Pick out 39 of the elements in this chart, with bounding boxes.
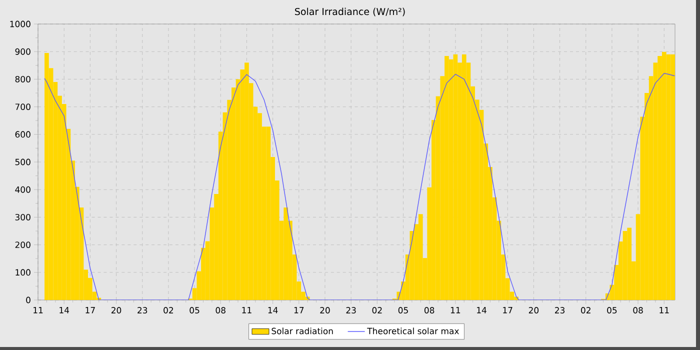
x-tick-label: 02 xyxy=(372,307,382,314)
x-tick-label: 23 xyxy=(555,307,565,314)
y-tick-label: 400 xyxy=(15,186,30,193)
y-tick-label: 600 xyxy=(15,131,30,138)
y-tick-label: 900 xyxy=(15,48,30,55)
x-tick-label: 11 xyxy=(242,307,252,314)
x-tick-label: 05 xyxy=(398,307,408,314)
x-tick-label: 05 xyxy=(190,307,200,314)
y-tick-label: 0 xyxy=(26,296,30,304)
x-tick-label: 11 xyxy=(34,307,43,314)
y-tick-label: 300 xyxy=(15,214,30,220)
y-tick-label: 200 xyxy=(15,242,30,248)
x-tick-label: 11 xyxy=(450,307,460,314)
x-tick-label: 11 xyxy=(660,307,669,314)
x-tick-label: 17 xyxy=(503,307,512,314)
y-tick-label: 700 xyxy=(15,104,30,110)
x-tick-label: 23 xyxy=(138,307,148,314)
legend-label: Solar radiation xyxy=(272,328,333,334)
x-tick-label: 08 xyxy=(633,307,643,314)
x-tick-label: 23 xyxy=(346,307,356,314)
x-tick-label: 17 xyxy=(294,307,304,314)
y-tick-label: 800 xyxy=(15,76,30,82)
x-tick-label: 02 xyxy=(164,307,174,314)
x-tick-label: 20 xyxy=(111,307,122,314)
x-tick-label: 02 xyxy=(581,307,590,314)
x-tick-label: 17 xyxy=(86,307,95,314)
x-tick-label: 20 xyxy=(528,307,539,314)
y-tick-label: 500 xyxy=(15,158,30,166)
x-tick-label: 14 xyxy=(268,307,278,314)
y-tick-label: 100 xyxy=(16,269,30,276)
x-tick-label: 05 xyxy=(607,307,617,314)
x-tick-label: 08 xyxy=(424,307,434,314)
x-tick-label: 14 xyxy=(477,307,486,314)
legend-label: Theoretical solar max xyxy=(367,328,459,334)
x-tick-label: 14 xyxy=(60,307,70,314)
y-tick-label: 1000 xyxy=(10,20,30,28)
x-tick-label: 20 xyxy=(320,307,330,314)
chart-title: Solar Irradiance (W/m²) xyxy=(295,8,405,16)
x-tick-label: 08 xyxy=(216,307,226,314)
